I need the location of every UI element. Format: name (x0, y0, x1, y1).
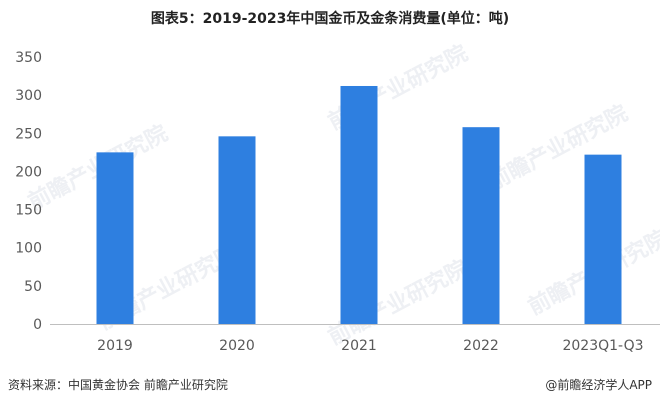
y-tick-label: 150 (15, 203, 42, 219)
x-tick-label: 2019 (97, 338, 133, 354)
bar-2020 (218, 136, 256, 324)
y-tick-label: 200 (15, 164, 42, 180)
source-note: 资料来源：中国黄金协会 前瞻产业研究院 (8, 378, 228, 392)
bar-2019 (96, 152, 134, 324)
x-tick-label: 2021 (341, 338, 377, 354)
y-tick-label: 50 (24, 279, 42, 295)
y-tick-label: 0 (33, 317, 42, 333)
chart-title: 图表5：2019-2023年中国金币及金条消费量(单位：吨) (150, 11, 510, 27)
y-tick-label: 300 (15, 88, 42, 104)
y-tick-label: 350 (15, 50, 42, 66)
bar-2023Q1-Q3 (584, 154, 622, 324)
bar-2022 (462, 127, 500, 324)
bar-chart: 0 50 100 150 200 250 300 350 2019 2020 2021 2022 202… (15, 50, 660, 354)
bar-2021 (340, 85, 378, 324)
x-tick-label: 2023Q1-Q3 (562, 338, 643, 354)
y-tick-label: 100 (15, 241, 42, 257)
x-tick-label: 2020 (219, 338, 255, 354)
brand-credit: @前瞻经济学人APP (545, 378, 652, 392)
y-tick-label: 250 (15, 126, 42, 142)
x-tick-label: 2022 (463, 338, 499, 354)
